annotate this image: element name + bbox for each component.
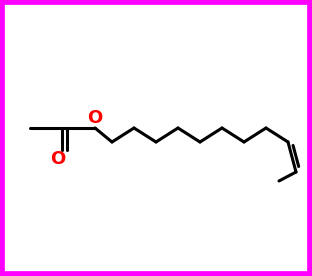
Text: O: O — [87, 109, 103, 127]
Text: O: O — [50, 150, 66, 168]
